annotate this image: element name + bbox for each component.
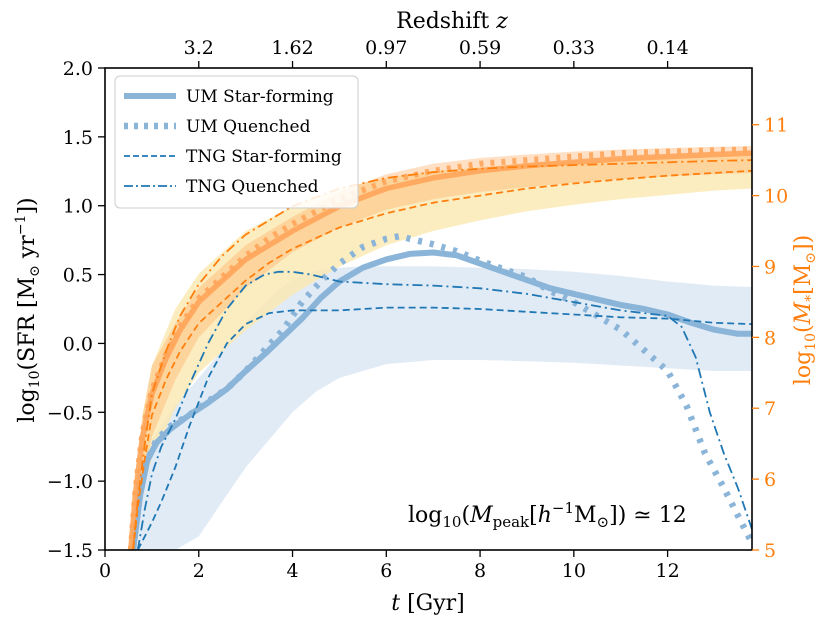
- y-axis-title: log10(SFR [M⊙ yr−1]): [13, 197, 43, 422]
- y2-tick-label: 8: [764, 327, 776, 349]
- top-tick-label: 3.2: [184, 37, 214, 59]
- um-star-forming-legend-label: UM Star-forming: [186, 87, 334, 107]
- y2-tick-label: 11: [764, 115, 788, 137]
- y2-tick-label: 6: [764, 469, 776, 491]
- plot-frame: [104, 67, 753, 551]
- y2-tick-label: 7: [764, 398, 776, 420]
- x-tick-label: 2: [193, 560, 205, 582]
- legend-box: [114, 75, 359, 209]
- x-axis-title-var: t: [391, 591, 400, 616]
- y-tick-label: 1.0: [63, 196, 93, 218]
- top-tick-label: 0.14: [646, 37, 688, 59]
- x-tick-label: 12: [656, 560, 680, 582]
- y-tick-label: −1.5: [47, 540, 93, 562]
- x-axis-title: t [Gyr]: [391, 591, 465, 616]
- um-star-forming-scatter-band: [133, 266, 752, 550]
- x-tick-label: 8: [474, 560, 486, 582]
- top-axis-title-main: Redshift: [396, 9, 496, 34]
- y-tick-label: 0.0: [63, 333, 93, 355]
- legend: UM Star-forming UM Quenched TNG Star-formi…: [114, 75, 359, 209]
- x-tick-label: 4: [286, 560, 298, 582]
- y-tick-label: 2.0: [63, 58, 93, 80]
- top-tick-label: 0.97: [365, 37, 407, 59]
- tng-star-forming-legend-label: TNG Star-forming: [186, 147, 342, 167]
- y-tick-label: 0.5: [63, 265, 93, 287]
- top-axis-title: Redshift z: [396, 9, 508, 34]
- y2-tick-label: 10: [764, 186, 788, 208]
- tng-star-forming-m-mass-line: [132, 169, 752, 550]
- top-tick-label: 0.33: [553, 37, 595, 59]
- x-tick-label: 0: [99, 560, 111, 582]
- y2-tick-label: 9: [764, 256, 776, 278]
- x-axis-title-unit: [Gyr]: [400, 591, 465, 616]
- x-tick-label: 10: [562, 560, 586, 582]
- tng-star-forming-sfr-line: [136, 306, 752, 550]
- top-axis-title-var: z: [495, 9, 508, 34]
- tng-quenched-sfr-line: [136, 270, 752, 550]
- um-quenched-legend-label: UM Quenched: [186, 117, 311, 137]
- top-tick-label: 1.62: [271, 37, 313, 59]
- um-m-scatter-band: [130, 146, 752, 550]
- halo-mass-annotation: log10(Mpeak[h−1M⊙]) ≃ 12: [408, 499, 687, 531]
- axis-ticks: 0 2 4 6 8 10 12 2.0 1.5 1.0 0.5 0.0 −0.5 −1.0 −1.5 11 10…: [47, 37, 788, 582]
- y2-axis-title: log10(M*[M⊙]): [791, 235, 819, 385]
- tng-quenched-legend-label: TNG Quenched: [186, 177, 319, 197]
- x-tick-label: 6: [380, 560, 392, 582]
- y-tick-label: 1.5: [63, 127, 93, 149]
- top-tick-label: 0.59: [459, 37, 501, 59]
- y-tick-label: −1.0: [47, 471, 93, 493]
- y-tick-label: −0.5: [47, 402, 93, 424]
- y2-tick-label: 5: [764, 540, 776, 562]
